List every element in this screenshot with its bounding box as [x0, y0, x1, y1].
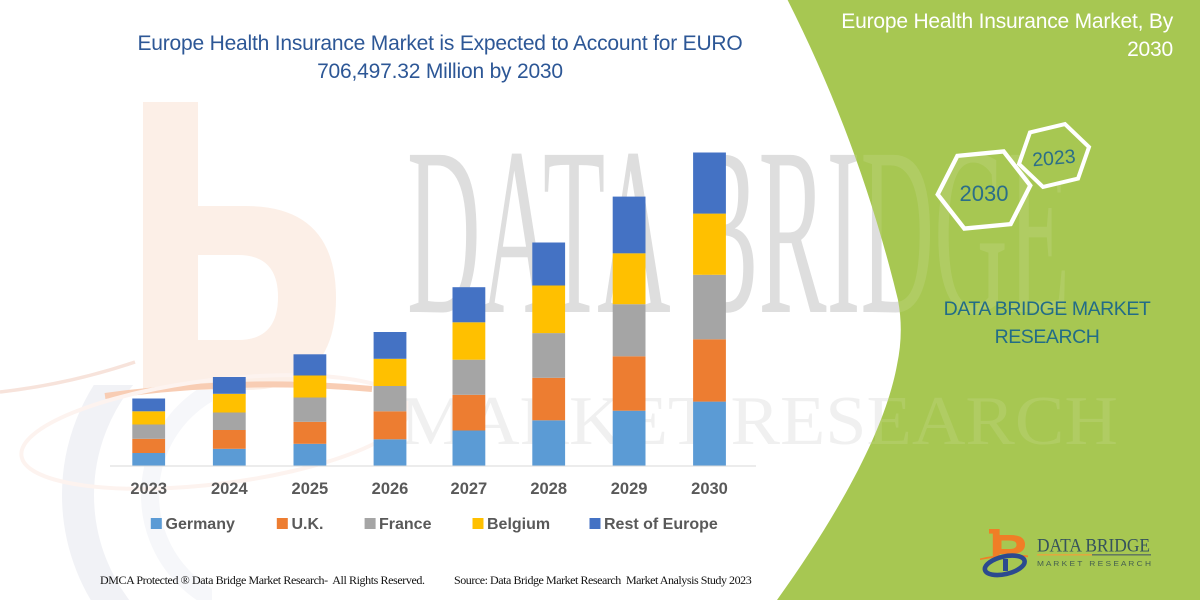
svg-text:M A R K E T R E S E A R C H: M A R K E T R E S E A R C H: [1037, 559, 1151, 568]
svg-text:Belgium: Belgium: [487, 516, 550, 533]
svg-text:2027: 2027: [451, 480, 488, 498]
svg-text:2023: 2023: [1031, 146, 1076, 172]
svg-text:France: France: [379, 516, 432, 533]
svg-text:2025: 2025: [292, 480, 329, 498]
svg-text:2026: 2026: [372, 480, 409, 498]
svg-text:2024: 2024: [211, 480, 249, 498]
svg-text:2030: 2030: [691, 480, 728, 498]
svg-text:2030: 2030: [960, 181, 1009, 206]
svg-text:2029: 2029: [611, 480, 648, 498]
svg-text:2028: 2028: [530, 480, 567, 498]
svg-text:DATA BRIDGE: DATA BRIDGE: [1037, 536, 1150, 557]
svg-text:Germany: Germany: [166, 516, 235, 533]
svg-text:2023: 2023: [130, 480, 167, 498]
svg-text:Rest of Europe: Rest of Europe: [604, 516, 718, 533]
svg-text:U.K.: U.K.: [292, 516, 324, 533]
